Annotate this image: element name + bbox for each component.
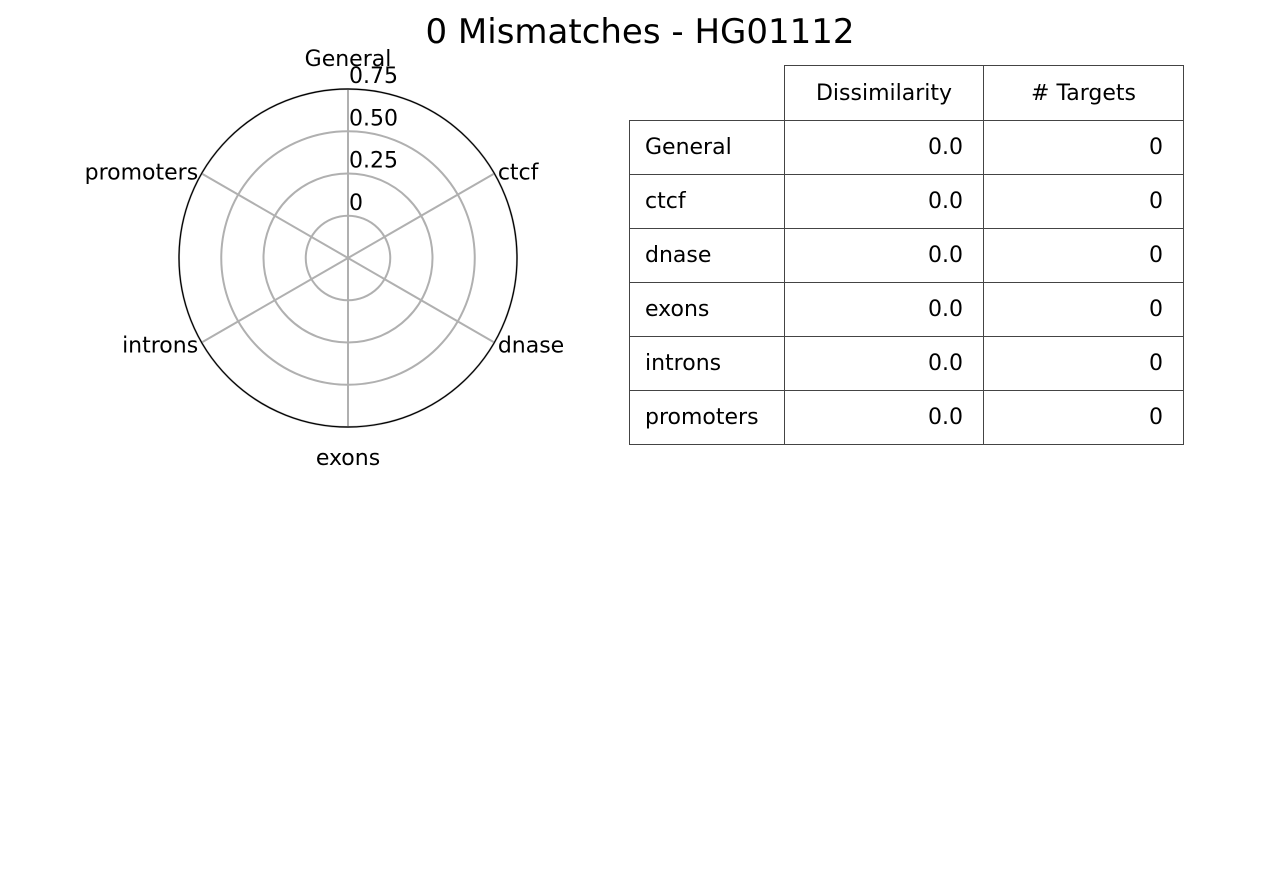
table-row: introns 0.0 0 xyxy=(629,336,1184,391)
polar-frame xyxy=(178,88,518,428)
row-label: exons xyxy=(629,282,785,337)
table-row: ctcf 0.0 0 xyxy=(629,174,1184,229)
row-label: dnase xyxy=(629,228,785,283)
column-header-dissimilarity: Dissimilarity xyxy=(784,65,984,121)
row-label: ctcf xyxy=(629,174,785,229)
dissimilarity-cell: 0.0 xyxy=(784,228,984,283)
table-header-row: Dissimilarity # Targets xyxy=(630,65,1184,121)
table-row: exons 0.0 0 xyxy=(629,282,1184,337)
dissimilarity-cell: 0.0 xyxy=(784,174,984,229)
dissimilarity-cell: 0.0 xyxy=(784,390,984,445)
table-corner-cell xyxy=(630,66,785,121)
angular-grid-spoke xyxy=(347,257,495,344)
targets-cell: 0 xyxy=(983,390,1184,445)
chart-title: 0 Mismatches - HG01112 xyxy=(425,12,855,52)
table-row: General 0.0 0 xyxy=(629,120,1184,175)
category-label: promoters xyxy=(85,161,199,186)
column-header-targets: # Targets xyxy=(983,65,1184,121)
radial-tick-label: 0.50 xyxy=(349,106,398,131)
targets-cell: 0 xyxy=(983,228,1184,283)
table-row: promoters 0.0 0 xyxy=(629,390,1184,445)
category-label: exons xyxy=(316,446,380,471)
row-label: promoters xyxy=(629,390,785,445)
category-label: General xyxy=(305,47,392,72)
row-label: introns xyxy=(629,336,785,391)
dissimilarity-cell: 0.0 xyxy=(784,120,984,175)
angular-grid-spoke xyxy=(201,257,349,344)
angular-grid-spoke xyxy=(201,172,349,259)
angular-grid-spoke xyxy=(347,172,495,259)
row-label: General xyxy=(629,120,785,175)
category-label: dnase xyxy=(498,334,564,359)
radial-tick-label: 0.75 xyxy=(349,64,398,89)
radial-tick-label: 0.25 xyxy=(349,149,398,174)
category-label: introns xyxy=(122,334,198,359)
targets-cell: 0 xyxy=(983,336,1184,391)
summary-table: Dissimilarity # Targets General 0.0 0 ct… xyxy=(629,65,1184,445)
dissimilarity-cell: 0.0 xyxy=(784,282,984,337)
targets-cell: 0 xyxy=(983,174,1184,229)
table-row: dnase 0.0 0 xyxy=(629,228,1184,283)
radial-tick-label: 0 xyxy=(349,191,363,216)
targets-cell: 0 xyxy=(983,120,1184,175)
dissimilarity-cell: 0.0 xyxy=(784,336,984,391)
targets-cell: 0 xyxy=(983,282,1184,337)
category-label: ctcf xyxy=(498,161,540,186)
